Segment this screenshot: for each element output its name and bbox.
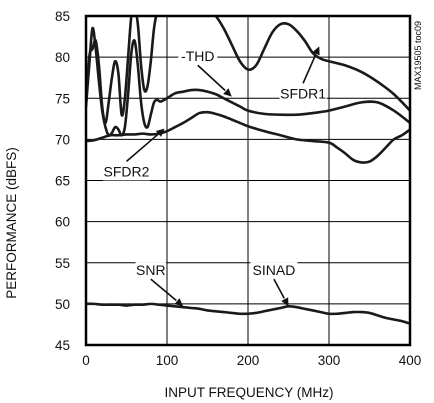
figure-code: MAX19505 toc09: [413, 21, 423, 90]
annotation-arrow-line: [197, 64, 226, 92]
y-tick-label: 80: [55, 50, 70, 65]
x-tick-label: 200: [237, 353, 260, 368]
grid: [86, 16, 410, 345]
annotation-arrowhead: [312, 46, 320, 56]
tick-labels: 0 100 200 300 400 45 50 55 60 65 70 75 80 85: [55, 9, 421, 368]
annotation-label-bg: [135, 262, 167, 280]
annotation-arrowhead: [223, 88, 232, 97]
annotation-label: SNR: [136, 262, 166, 278]
series-line-sfdr1: [86, 16, 410, 125]
series-layer: [86, 16, 410, 325]
annotation-arrowhead: [174, 298, 184, 307]
y-tick-label: 60: [55, 215, 70, 230]
x-tick-label: 100: [156, 353, 179, 368]
y-tick-label: 50: [55, 297, 70, 312]
y-tick-label: 55: [55, 256, 70, 271]
annotation-label: SINAD: [253, 262, 296, 278]
series-line-snr: [86, 302, 410, 325]
annotation-label: -THD: [181, 48, 214, 64]
y-tick-label: 85: [55, 9, 70, 24]
annotation-arrowhead: [155, 128, 165, 137]
series-line-sfdr2: [86, 110, 410, 164]
annotation-label-bg: [279, 85, 327, 103]
annotation-arrow-line: [150, 278, 177, 302]
x-tick-label: 0: [82, 353, 90, 368]
y-tick-label: 45: [55, 338, 70, 353]
annotation-label-bg: [178, 48, 218, 66]
annotation-arrowhead: [281, 297, 289, 307]
annotation-label: SFDR1: [280, 85, 326, 101]
annotation-label-bg: [103, 163, 150, 181]
annotation-arrow-line: [125, 133, 159, 162]
y-tick-label: 65: [55, 174, 70, 189]
annotation-arrow-line: [302, 54, 317, 84]
plot-frame: [84, 14, 412, 347]
annotation-label-bg: [250, 262, 298, 280]
annotation-label: SFDR2: [104, 163, 150, 179]
plot-border: [84, 14, 412, 347]
annotations: -THD SFDR1 SFDR2 SNR SINAD: [103, 46, 327, 307]
x-tick-label: 300: [318, 353, 341, 368]
x-tick-label: 400: [399, 353, 422, 368]
x-axis-title: INPUT FREQUENCY (MHz): [164, 385, 333, 400]
y-tick-label: 70: [55, 132, 70, 147]
y-tick-label: 75: [55, 91, 70, 106]
annotation-arrow-line: [273, 278, 285, 299]
y-axis-title: PERFORMANCE (dBFS): [4, 147, 19, 299]
